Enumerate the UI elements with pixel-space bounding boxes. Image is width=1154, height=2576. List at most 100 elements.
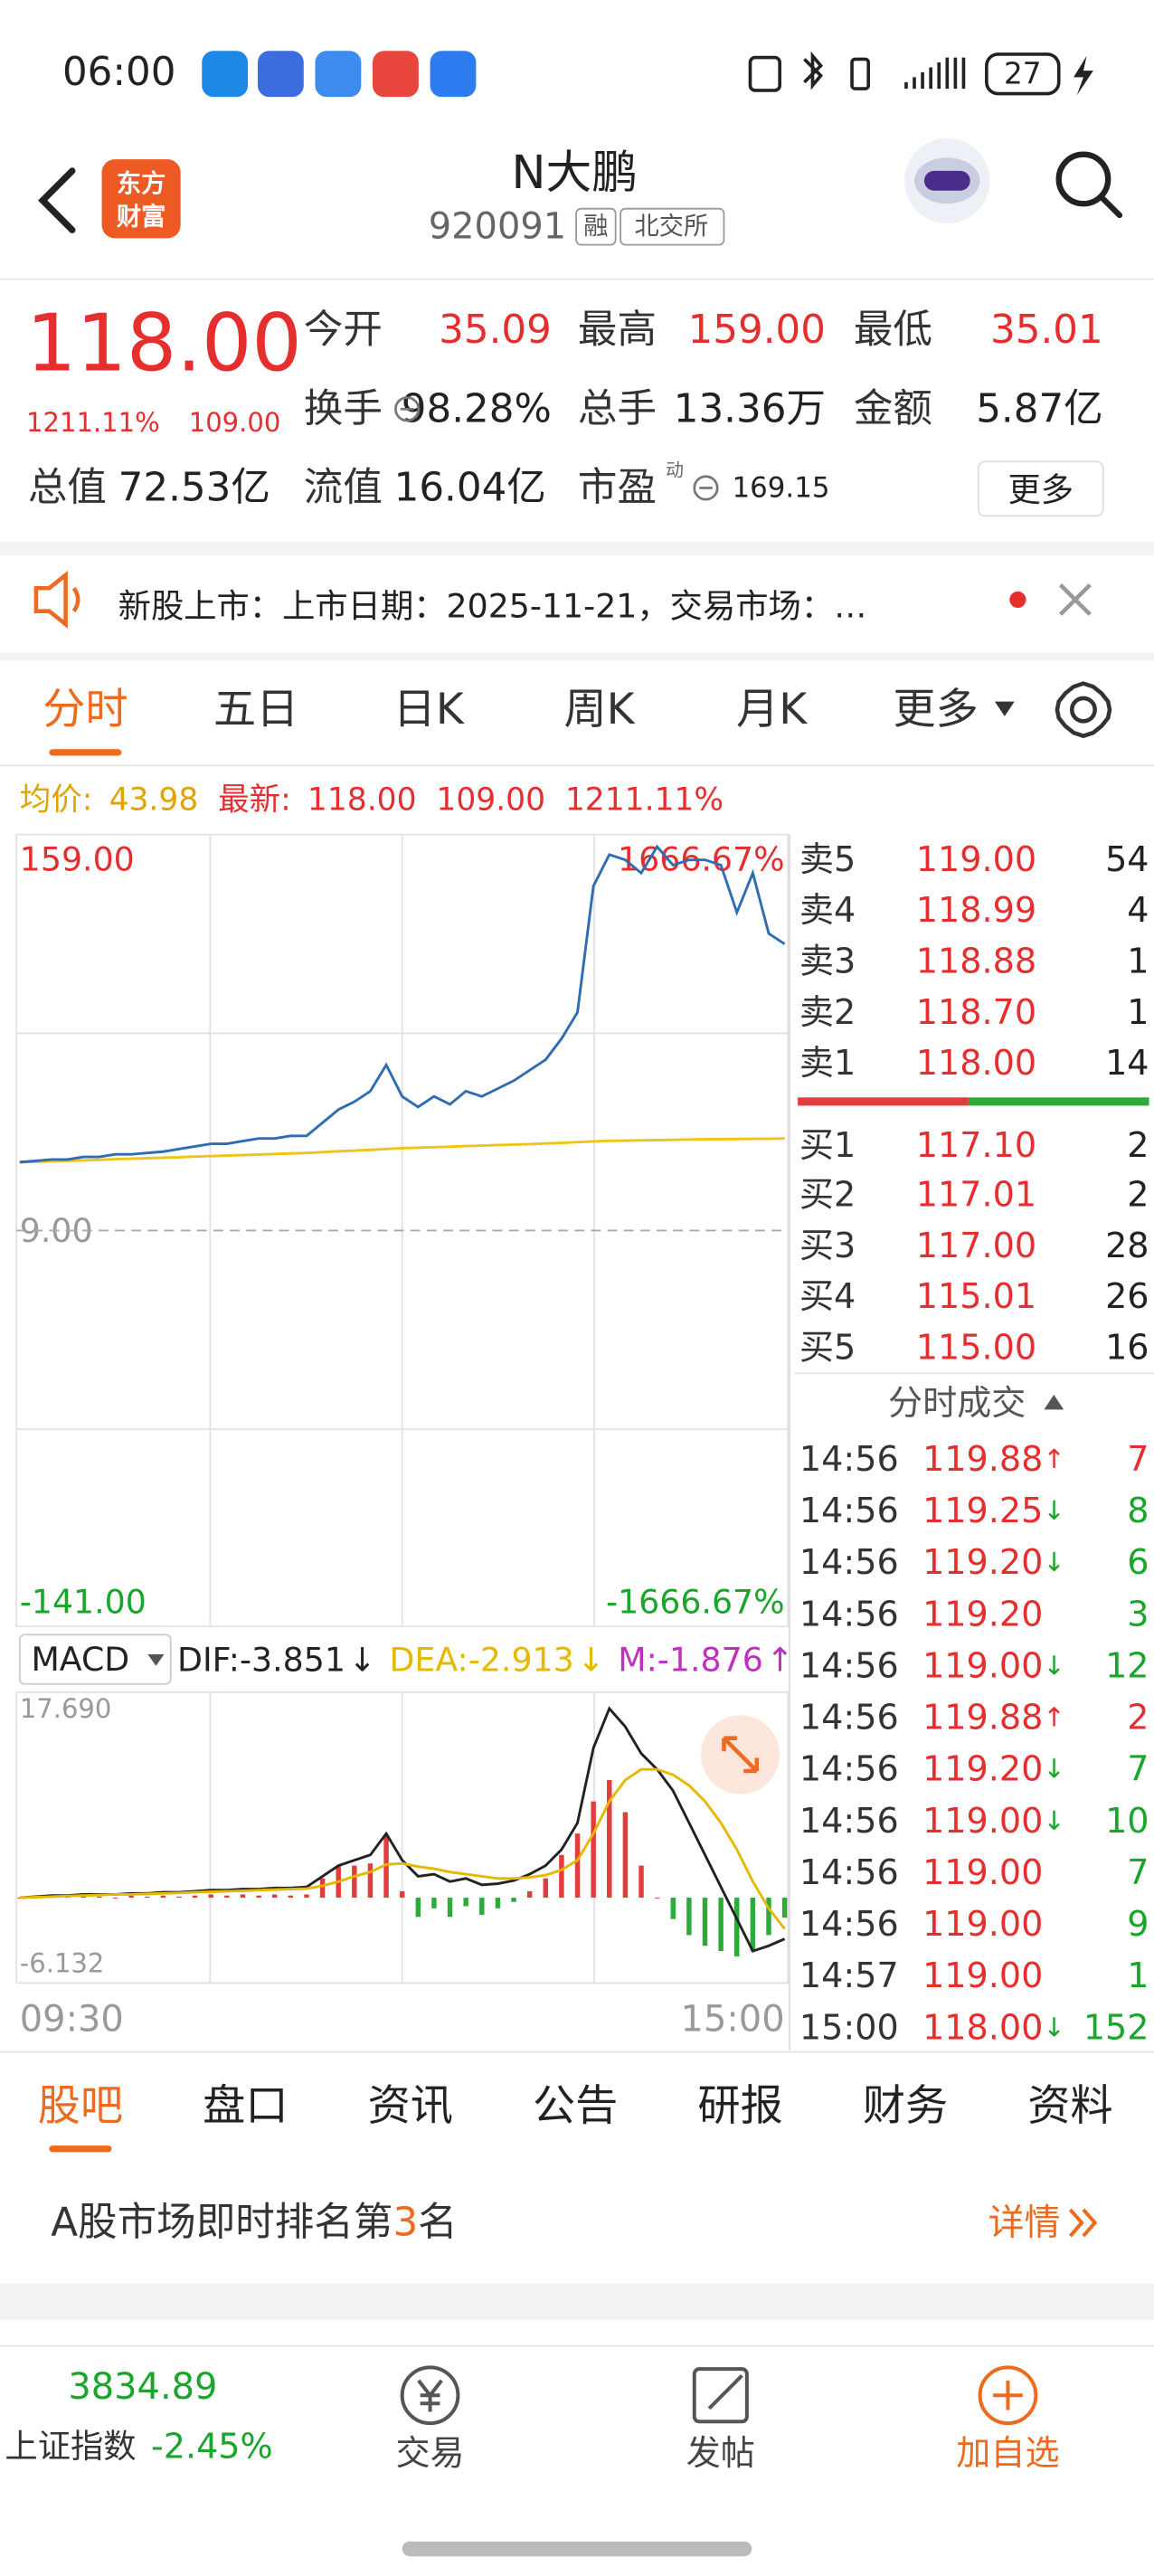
back-button[interactable] <box>38 167 76 233</box>
indicator-value: DIF:-3.851 <box>177 1640 345 1679</box>
home-indicator <box>402 2541 752 2557</box>
quote-stats: 今开 35.09 最高 159.00 最低 35.01 换手 98.28% 总手 13.36万 金额… <box>28 308 1103 510</box>
add-watch-icon[interactable] <box>978 2365 1038 2426</box>
dea-line <box>19 1767 786 1930</box>
post-icon[interactable] <box>692 2367 749 2424</box>
book-volume: 54 <box>1105 839 1149 879</box>
macd-bar <box>670 1898 676 1919</box>
indicator-selector[interactable] <box>18 1634 172 1685</box>
y-tick-label: -141.00 <box>20 1582 147 1621</box>
expand-button[interactable] <box>701 1715 780 1795</box>
macd-bar <box>256 1895 261 1899</box>
chart-frame <box>15 833 790 2050</box>
stat-value: 35.09 <box>439 308 552 353</box>
book-price: 118.70 <box>916 992 1036 1032</box>
book-volume: 14 <box>1105 1043 1149 1083</box>
macd-bar <box>112 1898 118 1899</box>
chart-tab[interactable]: 五日 <box>213 685 298 734</box>
chart-tab[interactable]: 月K <box>736 685 808 734</box>
book-label: 卖4 <box>799 890 856 930</box>
trade-price: 119.25↓ <box>922 1491 1065 1530</box>
trade-time: 14:56 <box>799 1698 899 1738</box>
trade-arrow: ↑ <box>1043 1702 1064 1733</box>
notice-text[interactable]: 新股上市：上市日期：2025-11-21，交易市场：… <box>118 587 867 626</box>
more-button-label[interactable]: 更多 <box>1007 470 1074 509</box>
close-notice[interactable] <box>1058 583 1092 616</box>
trade-volume: 152 <box>1083 2007 1149 2047</box>
y-tick-label: -6.132 <box>20 1948 105 1979</box>
settings-button[interactable] <box>1055 681 1112 739</box>
macd-bar <box>383 1835 389 1899</box>
charging-icon <box>1074 55 1093 96</box>
info-icon[interactable] <box>394 396 421 422</box>
section-tab[interactable]: 财务 <box>863 2081 948 2131</box>
trade-price: 119.20↓ <box>922 1749 1065 1789</box>
macd-bar <box>622 1812 629 1899</box>
trades-title[interactable]: 分时成交 <box>888 1383 1026 1423</box>
section-tab[interactable]: 盘口 <box>203 2081 288 2131</box>
book-label: 买2 <box>799 1174 856 1214</box>
more-button[interactable] <box>977 460 1104 517</box>
section-tab[interactable]: 研报 <box>697 2081 782 2131</box>
nav-label[interactable]: 交易 <box>395 2433 464 2473</box>
index-change[interactable]: -2.45% <box>151 2427 273 2467</box>
macd-bar <box>559 1854 564 1899</box>
macd-bar <box>781 1898 788 1918</box>
indicator-name[interactable]: MACD <box>31 1640 129 1679</box>
stat-label: 金额 <box>854 386 932 431</box>
avg-value: 43.98 <box>109 782 199 819</box>
chart-tab[interactable]: 分时 <box>43 685 128 734</box>
y-tick-label: 17.690 <box>20 1693 112 1724</box>
nav-label[interactable]: 发帖 <box>686 2433 755 2473</box>
stat-label: 换手 <box>304 386 383 431</box>
stat-label: 市盈 <box>578 465 657 510</box>
nav-label[interactable]: 加自选 <box>956 2433 1059 2473</box>
bottom-nav: 交易 发帖 加自选 <box>395 2433 1059 2473</box>
book-price: 115.00 <box>916 1327 1036 1367</box>
section-tab[interactable]: 资料 <box>1027 2081 1112 2131</box>
indicator-value: DEA:-2.913 <box>389 1640 573 1679</box>
book-price: 119.00 <box>916 839 1036 879</box>
section-tab[interactable]: 资讯 <box>368 2081 453 2131</box>
section-tab[interactable]: 股吧 <box>38 2081 123 2131</box>
status-app-icons <box>202 51 477 98</box>
book-label: 卖2 <box>799 992 856 1032</box>
macd-bar <box>543 1878 549 1899</box>
book-label: 买3 <box>799 1226 856 1265</box>
chart-tabs: 分时 五日 日K 周K 月K 更多 <box>43 685 979 756</box>
chart-tab[interactable]: 周K <box>563 685 635 734</box>
buy-pressure-bar <box>968 1097 1149 1106</box>
book-volume: 1 <box>1127 992 1149 1032</box>
indicator-values: DIF:-3.851 ↓ DEA:-2.913 ↓ M:-1.876 ↑ <box>177 1640 794 1679</box>
macd-bar <box>654 1898 660 1899</box>
trade-time: 14:56 <box>799 1852 899 1892</box>
trade-volume: 7 <box>1127 1852 1149 1892</box>
chart-tab[interactable]: 日K <box>393 685 465 734</box>
trades: 14:56 119.88↑ 714:56 119.25↓ 814:56 119.20↓ 61… <box>799 1439 1149 2047</box>
book-price: 118.00 <box>916 1043 1036 1083</box>
book-volume: 4 <box>1127 890 1149 930</box>
stat-label: 最高 <box>578 308 657 353</box>
chart-tab[interactable]: 更多 <box>893 685 978 734</box>
book-volume: 2 <box>1127 1125 1149 1165</box>
stat-value: 13.36万 <box>674 386 826 431</box>
tag-box <box>575 207 617 246</box>
search-button[interactable] <box>1055 151 1123 219</box>
macd-bar <box>17 1898 23 1899</box>
trade-arrow: ↑ <box>1043 1444 1064 1474</box>
macd-bar <box>415 1898 421 1918</box>
assistant-avatar[interactable] <box>904 137 990 224</box>
macd-bar <box>607 1780 612 1899</box>
info-icon[interactable] <box>693 475 719 501</box>
trade-price-value: 119.00 <box>922 1904 1043 1944</box>
trade-icon[interactable] <box>400 2365 460 2426</box>
trade-time: 14:56 <box>799 1439 899 1479</box>
section-tab[interactable]: 公告 <box>533 2081 618 2131</box>
index-value[interactable]: 3834.89 <box>68 2366 217 2408</box>
index-name[interactable]: 上证指数 <box>5 2427 136 2466</box>
book-label: 卖1 <box>799 1043 856 1083</box>
rank-link[interactable]: 详情 <box>988 2202 1061 2243</box>
book-price: 118.88 <box>916 942 1036 981</box>
